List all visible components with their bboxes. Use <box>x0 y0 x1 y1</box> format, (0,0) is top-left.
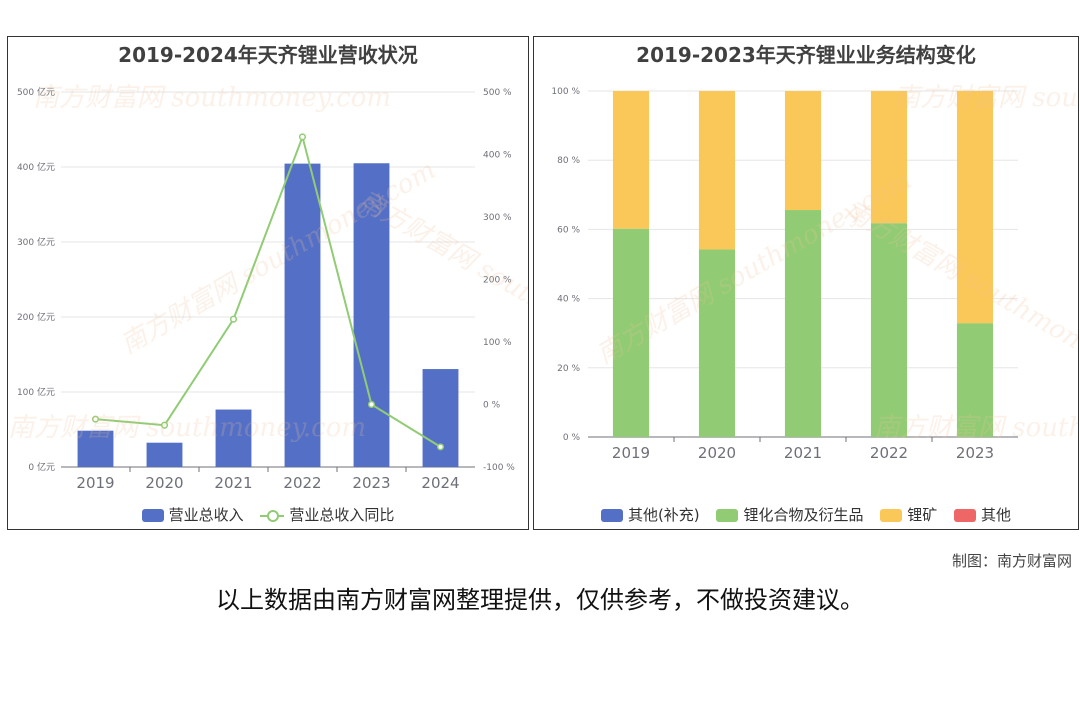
legend-label-revenue-yoy: 营业总收入同比 <box>289 506 395 524</box>
legend-item-lithium-ore[interactable]: 锂矿 <box>880 504 937 525</box>
right-axis-tick-label: 400 % <box>483 151 512 161</box>
structure-chart-legend: 其他(补充) 锂化合物及衍生品 锂矿 其他 <box>534 504 1078 525</box>
x-axis-tick-label: 2023 <box>956 444 994 462</box>
left-axis-tick-label: 0 亿元 <box>28 461 55 473</box>
stacked-bar-segment <box>698 91 736 250</box>
legend-label-lithium-ore: 锂矿 <box>907 506 938 524</box>
revenue-yoy-point <box>436 443 445 451</box>
revenue-yoy-point <box>91 415 100 423</box>
y-axis-tick-label: 100 % <box>551 87 580 97</box>
x-axis-tick-label: 2022 <box>283 474 321 492</box>
stacked-bar-segment <box>612 91 650 229</box>
x-axis-tick-label: 2024 <box>421 474 459 492</box>
x-axis-tick-label: 2021 <box>784 444 822 462</box>
legend-swatch-lithium-ore <box>880 509 903 522</box>
y-axis-tick-label: 20 % <box>557 364 580 374</box>
legend-swatch-lithium-compounds <box>716 509 739 522</box>
revenue-bar <box>422 369 459 467</box>
legend-swatch-revenue <box>141 509 164 522</box>
y-axis-tick-label: 0 % <box>563 433 581 443</box>
right-axis-tick-label: 200 % <box>483 276 512 286</box>
stacked-bar-segment <box>870 91 908 224</box>
x-axis-tick-label: 2020 <box>145 474 183 492</box>
left-axis-tick-label: 400 亿元 <box>17 161 55 173</box>
revenue-bar <box>284 163 321 467</box>
legend-item-lithium-compounds[interactable]: 锂化合物及衍生品 <box>716 504 863 525</box>
revenue-yoy-point <box>298 133 307 141</box>
business-structure-chart-panel: 2019-2023年天齐锂业业务结构变化 0 % 20 % 40 % 60 % 80 %… <box>533 36 1079 530</box>
revenue-bar <box>146 442 183 467</box>
revenue-bar <box>77 430 114 467</box>
x-axis-tick-label: 2021 <box>214 474 252 492</box>
structure-chart-title: 2019-2023年天齐锂业业务结构变化 <box>636 43 976 67</box>
revenue-chart-svg: 0 亿元 100 亿元 200 亿元 300 亿元 400 亿元 500 亿元 -100 %… <box>17 86 515 492</box>
legend-item-revenue[interactable]: 营业总收入 <box>141 504 244 525</box>
stacked-bar-segment <box>956 91 994 324</box>
stacked-bar-segment <box>784 210 822 437</box>
legend-item-revenue-yoy[interactable]: 营业总收入同比 <box>260 504 394 525</box>
disclaimer: 以上数据由南方财富网整理提供，仅供参考，不做投资建议。 <box>216 586 864 614</box>
right-axis-tick-label: 500 % <box>483 88 512 98</box>
revenue-chart-legend: 营业总收入 营业总收入同比 <box>8 504 528 525</box>
legend-item-other[interactable]: 其他 <box>954 504 1011 525</box>
y-axis-tick-label: 60 % <box>557 225 580 235</box>
revenue-yoy-line <box>95 133 442 448</box>
left-axis-tick-label: 500 亿元 <box>17 86 55 98</box>
x-axis-tick-label: 2023 <box>352 474 390 492</box>
revenue-yoy-point <box>160 421 169 429</box>
x-axis-tick-label: 2019 <box>76 474 114 492</box>
legend-swatch-revenue-yoy <box>260 509 285 522</box>
x-axis-tick-label: 2020 <box>698 444 736 462</box>
legend-label-lithium-compounds: 锂化合物及衍生品 <box>743 506 864 524</box>
legend-label-other-supplement: 其他(补充) <box>627 506 700 524</box>
left-axis-tick-label: 300 亿元 <box>17 236 55 248</box>
stacked-bar-segment <box>870 223 908 437</box>
chart-credit: 制图：南方财富网 <box>951 552 1072 570</box>
x-axis-tick-label: 2022 <box>870 444 908 462</box>
stacked-bar-segment <box>612 228 650 437</box>
structure-chart-svg: 0 % 20 % 40 % 60 % 80 % 100 % 2019 2020 2021 2022… <box>551 87 1018 462</box>
revenue-chart-panel: 2019-2024年天齐锂业营收状况 0 亿元 100 亿元 200 亿元 300 亿… <box>7 36 529 530</box>
y-axis-tick-label: 80 % <box>557 156 580 166</box>
left-axis-tick-label: 100 亿元 <box>17 386 55 398</box>
right-axis-tick-label: -100 % <box>483 463 515 473</box>
right-axis-tick-label: 300 % <box>483 213 512 223</box>
revenue-yoy-point <box>367 400 376 408</box>
legend-label-other: 其他 <box>981 506 1012 524</box>
legend-label-revenue: 营业总收入 <box>168 506 244 524</box>
right-axis-tick-label: 0 % <box>483 401 501 411</box>
stacked-bar-segment <box>698 249 736 437</box>
revenue-chart-title: 2019-2024年天齐锂业营收状况 <box>118 43 418 67</box>
revenue-yoy-point <box>229 315 238 323</box>
legend-item-other-supplement[interactable]: 其他(补充) <box>600 504 700 525</box>
legend-swatch-other-supplement <box>600 509 623 522</box>
stacked-bar-segment <box>956 323 994 437</box>
legend-swatch-other <box>954 509 977 522</box>
revenue-bar <box>215 409 252 467</box>
right-axis-tick-label: 100 % <box>483 338 512 348</box>
stacked-bar-segment <box>784 91 822 211</box>
y-axis-tick-label: 40 % <box>557 295 580 305</box>
x-axis-tick-label: 2019 <box>612 444 650 462</box>
revenue-bar <box>353 163 390 467</box>
left-axis-tick-label: 200 亿元 <box>17 311 55 323</box>
